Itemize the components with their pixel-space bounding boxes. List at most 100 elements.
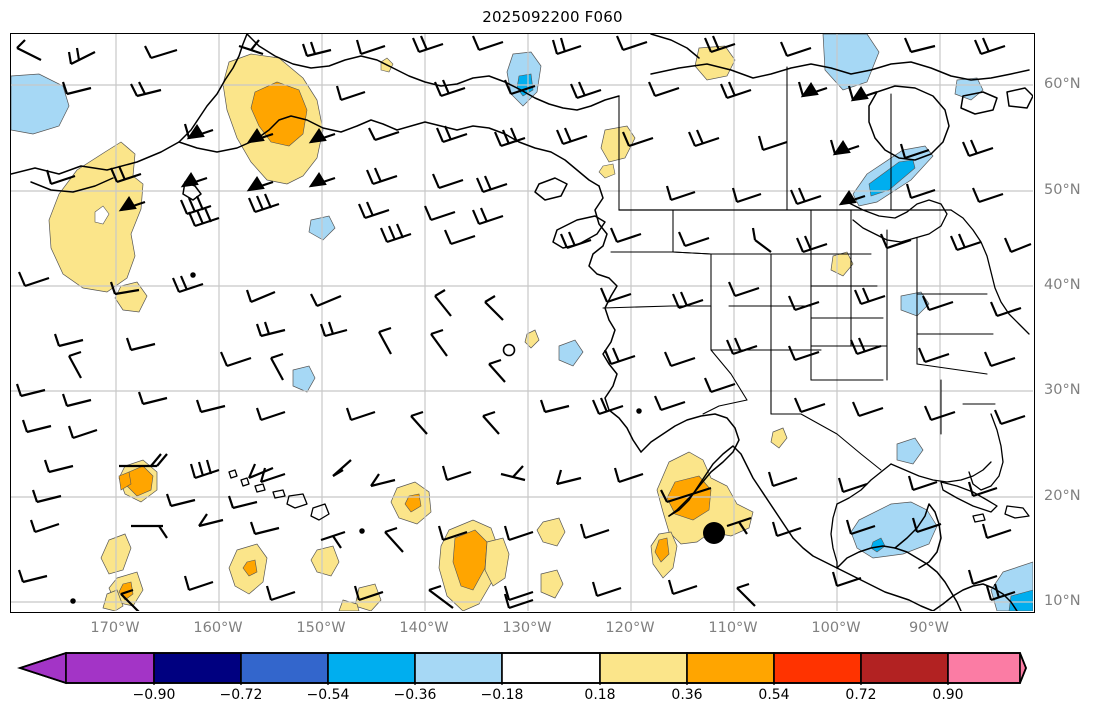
lat-label-10n: 10°N <box>1044 593 1081 609</box>
map-panel[interactable] <box>10 33 1035 613</box>
shade-npac-pos-small2 <box>118 471 132 491</box>
colorbar-canvas[interactable] <box>10 651 1035 685</box>
wind-barb <box>671 291 704 310</box>
map-canvas[interactable] <box>11 34 1033 611</box>
wind-barb <box>993 409 1026 426</box>
wind-barb <box>849 337 882 356</box>
wind-barb <box>68 350 82 379</box>
lon-label-150w: 150°W <box>296 620 346 636</box>
shade-subtrop-pos-4 <box>536 517 566 547</box>
wind-barb <box>435 125 468 144</box>
coast-gulf-us <box>890 461 992 483</box>
wind-barb <box>921 295 954 312</box>
wind-barb <box>428 584 454 609</box>
wind-barb <box>227 495 258 510</box>
coast-mexico-west <box>792 537 934 611</box>
shade-subtrop-pos-5 <box>540 569 564 599</box>
coast-haida <box>534 177 568 201</box>
wind-barb <box>484 295 504 321</box>
cb-seg-p072[interactable] <box>860 652 949 684</box>
shaded-contour-layer <box>11 34 1033 611</box>
lon-label-130w: 130°W <box>502 620 552 636</box>
wind-barb <box>319 321 348 338</box>
wind-barb <box>853 287 886 306</box>
cb-seg-m054[interactable] <box>240 652 329 684</box>
cb-seg-zero[interactable] <box>501 652 601 684</box>
storm-center-marker[interactable] <box>703 522 725 544</box>
cb-tick-label-8: 0.54 <box>758 687 790 703</box>
cb-seg-m036[interactable] <box>327 652 416 684</box>
wind-barb <box>249 521 280 536</box>
wind-barb <box>187 207 220 228</box>
lat-label-20n: 20°N <box>1044 488 1081 504</box>
shade-ca-offshore-neg <box>558 339 584 367</box>
wind-barb <box>613 467 644 484</box>
wind-barb <box>125 337 156 352</box>
shade-epac-tc-tail-core <box>654 537 670 563</box>
wind-barb <box>1003 237 1032 254</box>
cb-seg-m018[interactable] <box>414 652 503 684</box>
wind-barb <box>471 35 504 52</box>
wind-barb <box>43 459 74 474</box>
coast-alaska-north <box>246 34 620 111</box>
colorbar[interactable] <box>10 651 1035 685</box>
wind-barb <box>899 143 930 160</box>
cb-seg-under[interactable] <box>17 651 67 685</box>
wind-barb <box>471 207 504 226</box>
wind-barb <box>603 347 636 366</box>
cb-seg-p018[interactable] <box>599 652 688 684</box>
shade-cpac-pos-lobe <box>114 281 148 313</box>
wind-barb <box>67 425 98 440</box>
cb-seg-p054[interactable] <box>773 652 862 684</box>
wind-barb <box>907 475 938 492</box>
wind-barb <box>660 486 712 504</box>
wind-barb <box>665 185 696 202</box>
wind-barb <box>137 391 168 406</box>
wind-barb <box>727 281 760 298</box>
wind-barb <box>53 333 84 348</box>
wind-barb <box>370 473 396 488</box>
wind-barb <box>551 37 582 56</box>
wind-barb <box>779 41 812 58</box>
wind-barb <box>949 233 982 252</box>
wind-barb <box>183 123 214 140</box>
shade-baja-pos <box>770 427 788 449</box>
wind-barb <box>16 39 42 61</box>
cb-seg-m090[interactable] <box>65 652 155 684</box>
wind-barb <box>109 165 142 184</box>
wind-barb <box>500 465 526 482</box>
coast-caribbean <box>940 481 1030 523</box>
wind-barb <box>411 35 444 54</box>
shade-nunavut-neg <box>954 77 984 101</box>
wind-barb <box>967 481 998 498</box>
coast-arctic-isl-2 <box>1006 87 1033 109</box>
cb-seg-p090[interactable] <box>947 652 1021 684</box>
coast-aleutian-chain2 <box>30 177 114 193</box>
wind-barb <box>923 405 956 422</box>
wind-barb <box>488 358 506 383</box>
island-maui <box>272 489 286 499</box>
coast-bc <box>588 185 642 453</box>
wind-barb <box>179 195 212 216</box>
coast-mexico-east <box>836 545 962 611</box>
wind-barb <box>379 223 412 244</box>
wind-barb <box>368 127 400 142</box>
wind-barb <box>731 187 762 204</box>
wind-barb <box>67 47 96 65</box>
shade-socal-offshore-neg <box>292 365 316 393</box>
state-id-mt <box>672 209 712 351</box>
island-lone-atoll <box>310 503 330 521</box>
wind-barb <box>61 393 92 408</box>
cb-seg-p036[interactable] <box>686 652 775 684</box>
cb-seg-m072[interactable] <box>153 652 242 684</box>
coast-alaska-south <box>178 115 600 187</box>
wind-barb <box>609 227 642 244</box>
island-hispaniola <box>1004 505 1030 519</box>
wind-barb <box>21 419 52 434</box>
wind-barb <box>410 410 428 435</box>
wind-barb <box>559 231 592 250</box>
state-or-ca <box>602 305 712 309</box>
wind-barb <box>757 135 788 152</box>
lon-label-160w: 160°W <box>193 620 243 636</box>
